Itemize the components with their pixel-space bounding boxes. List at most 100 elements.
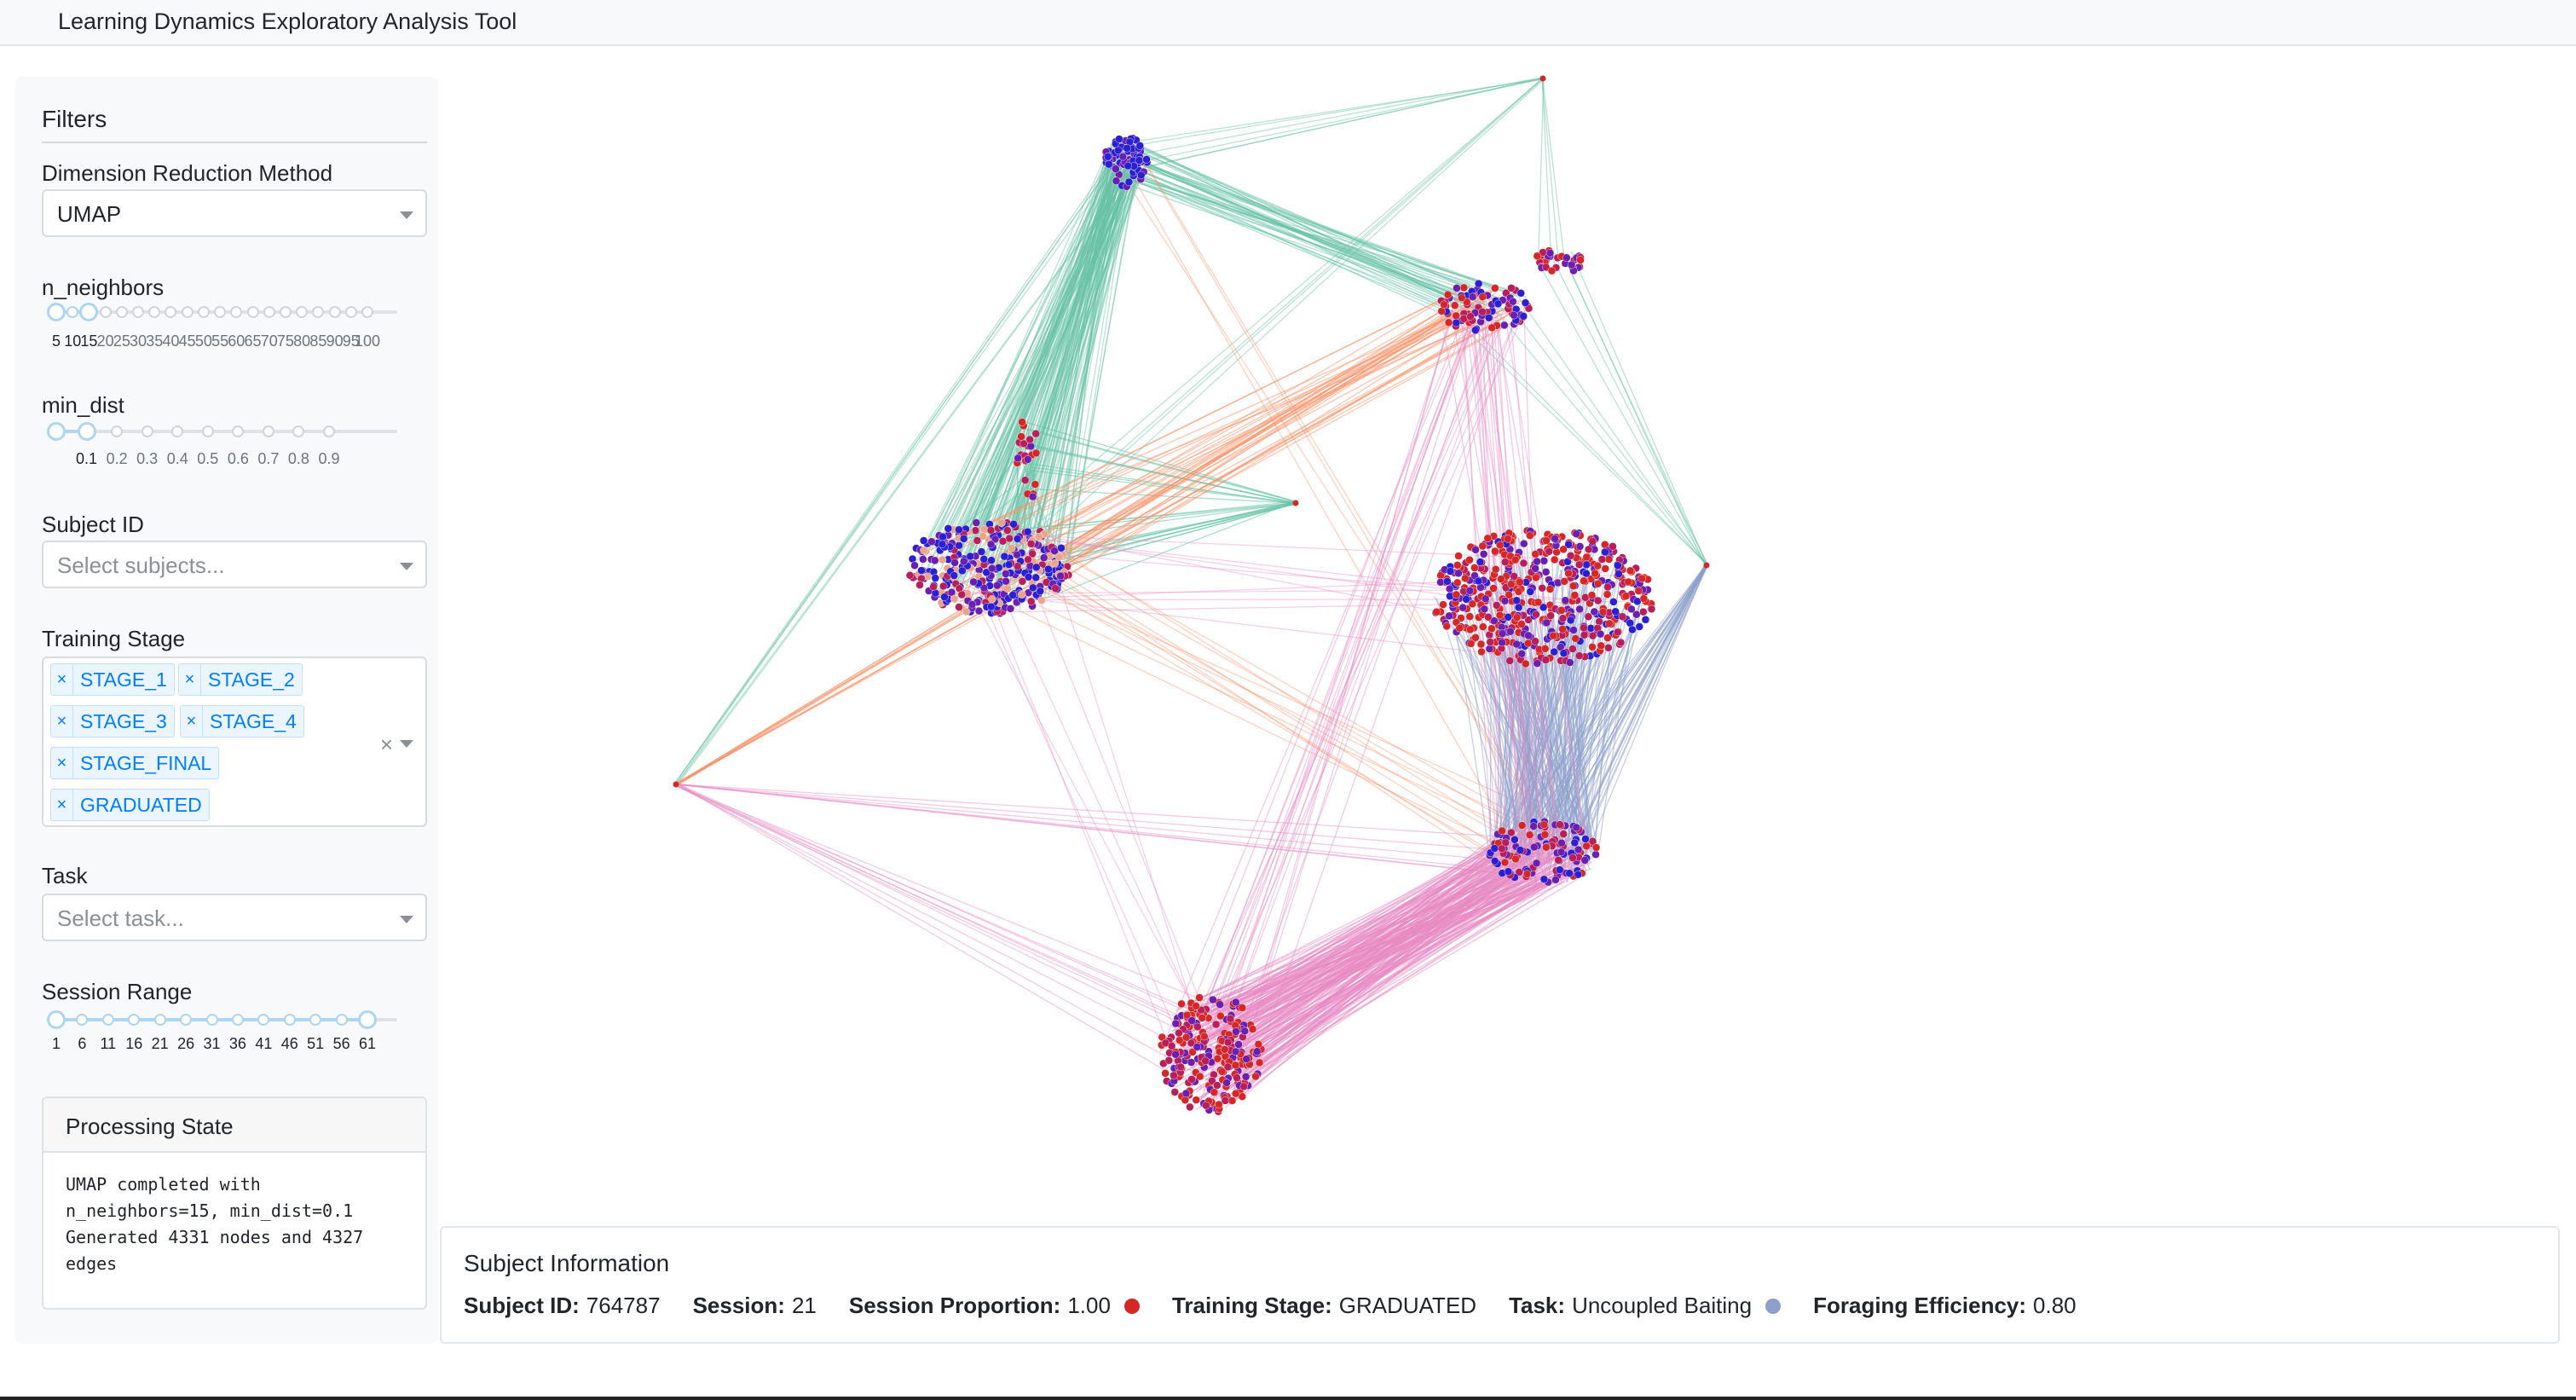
graph-node[interactable] — [1497, 575, 1505, 583]
graph-node[interactable] — [1466, 639, 1476, 648]
graph-node[interactable] — [1135, 156, 1144, 165]
graph-node[interactable] — [1248, 1025, 1257, 1033]
graph-node[interactable] — [1504, 535, 1512, 543]
graph-node[interactable] — [1517, 650, 1526, 658]
graph-node[interactable] — [1542, 618, 1551, 628]
graph-node[interactable] — [1519, 558, 1528, 568]
graph-node[interactable] — [1550, 555, 1559, 564]
graph-node[interactable] — [1454, 552, 1463, 560]
graph-node[interactable] — [955, 525, 963, 534]
graph-node[interactable] — [1597, 555, 1607, 564]
graph-node[interactable] — [1466, 625, 1475, 634]
graph-node[interactable] — [1591, 850, 1600, 859]
graph-node[interactable] — [972, 518, 980, 527]
graph-node[interactable] — [1538, 584, 1546, 593]
graph-node[interactable] — [1588, 631, 1597, 640]
graph-node[interactable] — [1489, 584, 1498, 593]
graph-node[interactable] — [1017, 432, 1025, 441]
graph-node[interactable] — [1142, 155, 1151, 164]
graph-node[interactable] — [1504, 867, 1513, 876]
graph-node[interactable] — [982, 568, 991, 577]
graph-node[interactable] — [1466, 312, 1475, 321]
graph-node[interactable] — [1171, 1019, 1181, 1028]
graph-node[interactable] — [1559, 545, 1568, 553]
graph-node[interactable] — [1170, 1071, 1178, 1080]
graph-node[interactable] — [1561, 596, 1570, 605]
graph-node[interactable] — [940, 593, 949, 601]
graph-node[interactable] — [1024, 528, 1032, 536]
graph-node[interactable] — [1013, 550, 1021, 559]
graph-node[interactable] — [1487, 624, 1496, 633]
graph-node[interactable] — [1255, 1058, 1264, 1067]
graph-node[interactable] — [1509, 297, 1517, 306]
graph-node[interactable] — [1026, 597, 1036, 606]
graph-node[interactable] — [987, 602, 996, 611]
graph-node[interactable] — [919, 555, 927, 564]
graph-node[interactable] — [1193, 1022, 1202, 1032]
graph-node[interactable] — [1593, 596, 1603, 605]
graph-node[interactable] — [1542, 536, 1551, 545]
graph-node[interactable] — [1523, 639, 1533, 648]
graph-node[interactable] — [1210, 1088, 1219, 1096]
graph-node[interactable] — [1018, 577, 1027, 586]
graph-node[interactable] — [1008, 544, 1016, 552]
graph-node[interactable] — [1227, 1096, 1237, 1105]
graph-node[interactable] — [1572, 823, 1580, 832]
graph-node[interactable] — [1170, 1088, 1180, 1096]
graph-node[interactable] — [1480, 605, 1489, 614]
graph-node[interactable] — [1580, 623, 1588, 633]
graph-node[interactable] — [950, 571, 958, 580]
graph-node[interactable] — [1524, 631, 1533, 640]
graph-node[interactable] — [1050, 547, 1059, 555]
graph-node[interactable] — [1546, 611, 1555, 620]
graph-node[interactable] — [1029, 583, 1037, 593]
graph-node[interactable] — [1539, 820, 1549, 829]
graph-node[interactable] — [1479, 622, 1487, 631]
graph-node[interactable] — [1539, 603, 1548, 612]
graph-node[interactable] — [1603, 582, 1612, 592]
graph-node[interactable] — [1112, 165, 1120, 173]
graph-node[interactable] — [1605, 619, 1614, 628]
graph-node[interactable] — [1516, 578, 1524, 587]
graph-node[interactable] — [960, 557, 968, 566]
graph-node[interactable] — [1025, 435, 1034, 444]
graph-node[interactable] — [1240, 1027, 1250, 1036]
graph-node[interactable] — [917, 566, 926, 575]
graph-node[interactable] — [1209, 995, 1217, 1004]
graph-node[interactable] — [1506, 627, 1515, 636]
graph-node[interactable] — [1556, 820, 1564, 829]
chevron-down-icon[interactable] — [400, 211, 413, 219]
graph-node[interactable] — [1539, 557, 1549, 565]
graph-node[interactable] — [938, 540, 947, 549]
graph-node[interactable] — [1002, 570, 1010, 578]
graph-node[interactable] — [1231, 1047, 1240, 1056]
graph-node[interactable] — [1006, 605, 1015, 613]
graph-node[interactable] — [1609, 542, 1617, 551]
graph-node[interactable] — [1231, 1061, 1240, 1069]
graph-node[interactable] — [1588, 643, 1597, 651]
graph-node[interactable] — [1554, 856, 1562, 865]
graph-node[interactable] — [920, 546, 928, 555]
graph-node[interactable] — [1505, 657, 1514, 665]
graph-node[interactable] — [1568, 853, 1577, 862]
graph-node[interactable] — [1039, 553, 1048, 562]
graph-node[interactable] — [1000, 552, 1009, 561]
graph-node[interactable] — [1510, 311, 1518, 320]
stage-tag[interactable]: × STAGE_1 — [50, 663, 175, 696]
graph-node[interactable] — [1558, 625, 1567, 633]
graph-node[interactable] — [1545, 249, 1555, 257]
graph-node[interactable] — [1474, 576, 1483, 586]
graph-node[interactable] — [1181, 1089, 1191, 1098]
graph-node[interactable] — [919, 536, 928, 545]
graph-node[interactable] — [979, 555, 988, 564]
graph-node[interactable] — [1442, 622, 1451, 631]
graph-node[interactable] — [1192, 1002, 1200, 1010]
graph-node[interactable] — [1491, 284, 1499, 292]
graph-node[interactable] — [929, 582, 938, 591]
graph-node[interactable] — [1533, 659, 1542, 668]
graph-node[interactable] — [1032, 563, 1041, 572]
graph-node[interactable] — [1584, 612, 1593, 621]
graph-node[interactable] — [1018, 590, 1026, 599]
graph-node[interactable] — [1604, 644, 1613, 652]
graph-node[interactable] — [1575, 651, 1584, 660]
